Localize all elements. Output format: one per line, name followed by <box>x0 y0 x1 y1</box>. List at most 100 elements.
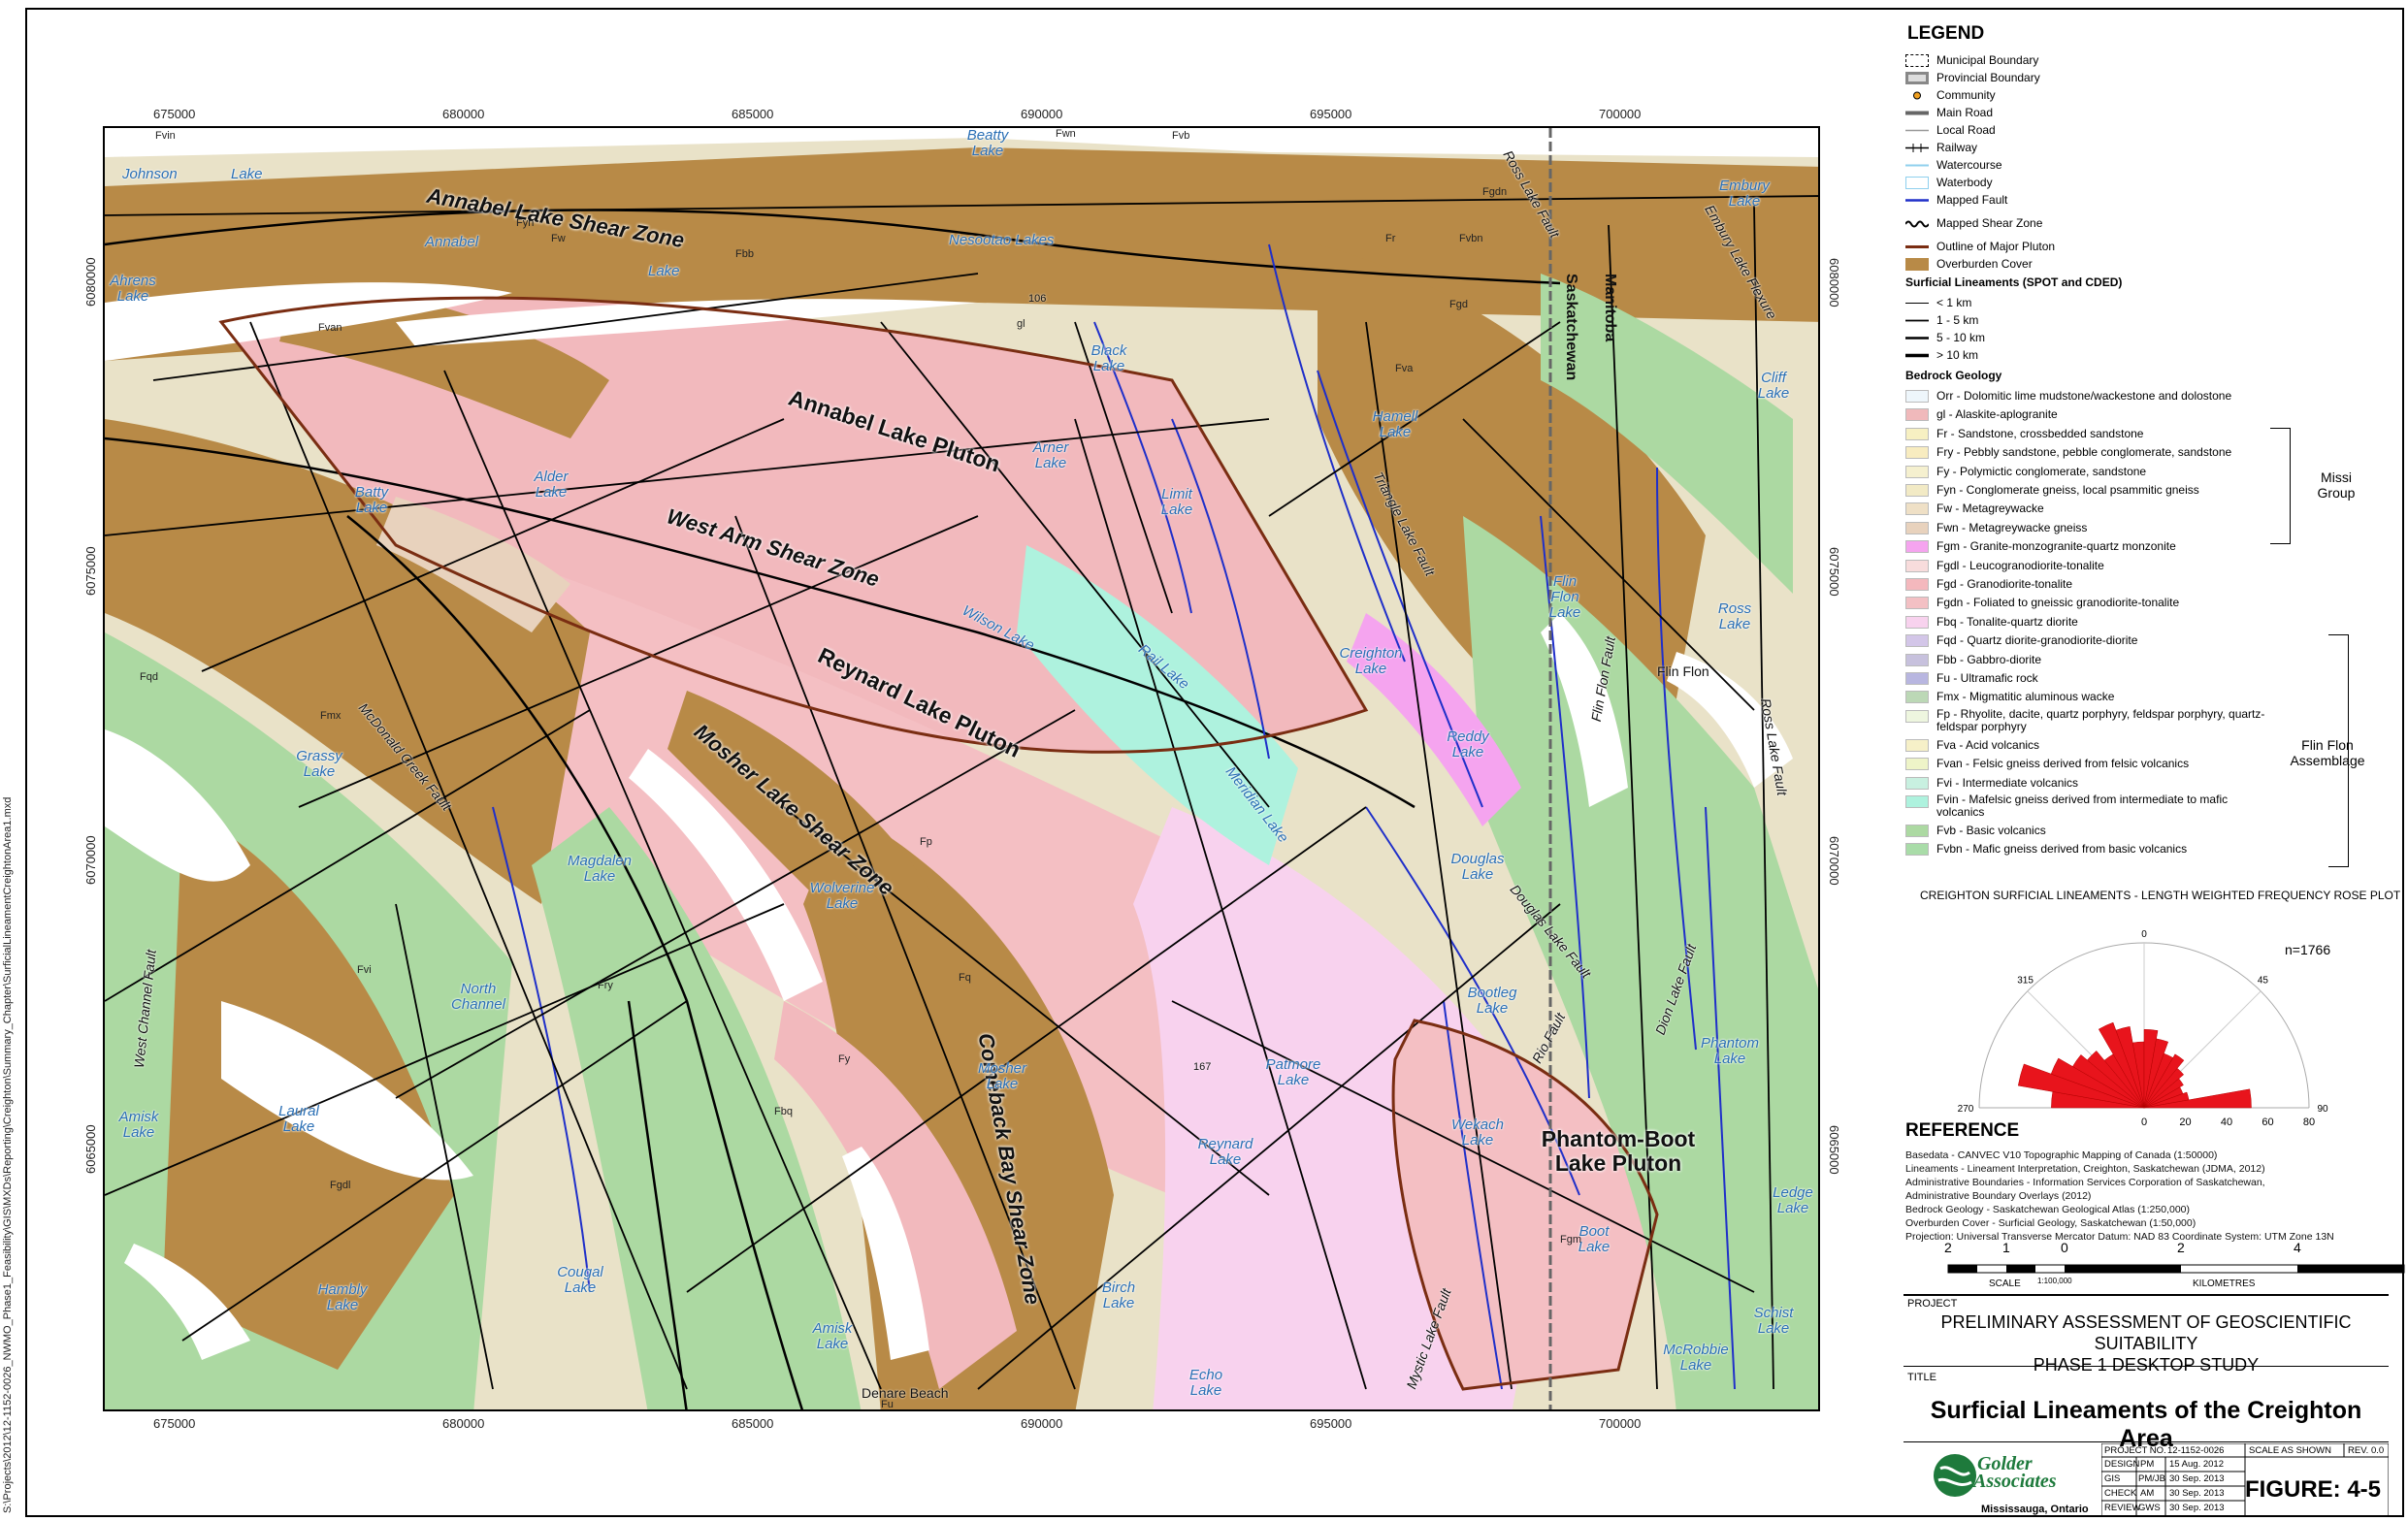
row-role: CHECK <box>2104 1488 2137 1499</box>
lake-label: Grassy Lake <box>296 748 342 780</box>
geo-code: Fvbn <box>1459 233 1483 244</box>
lineament-symbol <box>1905 297 1929 309</box>
bedrock-swatch <box>1905 776 1929 790</box>
geo-code: Fvan <box>318 322 342 334</box>
divider <box>1904 1441 2389 1442</box>
x-tick: 695000 <box>1310 107 1352 121</box>
row-date: 30 Sep. 2013 <box>2169 1503 2225 1513</box>
municipal-boundary-symbol <box>1905 54 1929 67</box>
y-tick: 6065000 <box>1827 1125 1841 1175</box>
y-tick: 6070000 <box>83 835 98 885</box>
map-title: Surficial Lineaments of the Creighton Ar… <box>1930 1397 2362 1452</box>
rose-radius-label: 40 <box>2221 1116 2232 1127</box>
table-grid <box>2101 1443 2389 1517</box>
geo-code: Fvb <box>1172 130 1190 142</box>
bedrock-swatch <box>1905 653 1929 666</box>
bedrock-swatch <box>1905 446 1929 460</box>
lake-label: Cliff Lake <box>1757 370 1790 402</box>
geo-code: Fmx <box>320 710 342 722</box>
lake-label: Nesootao Lakes <box>949 232 1055 248</box>
office-location: Mississauga, Ontario <box>1981 1504 2089 1515</box>
bedrock-swatch <box>1905 843 1929 857</box>
reference-line: Bedrock Geology - Saskatchewan Geologica… <box>1905 1204 2191 1215</box>
lake-label: Embury Lake <box>1719 178 1770 210</box>
bedrock-label: Fr - Sandstone, crossbedded sandstone <box>1936 426 2144 440</box>
x-tick: 690000 <box>1021 107 1063 121</box>
project-name: PRELIMINARY ASSESSMENT OF GEOSCIENTIFIC … <box>1904 1311 2389 1375</box>
reference-line: Administrative Boundary Overlays (2012) <box>1905 1190 2092 1202</box>
lake-label: Hambly Lake <box>317 1281 368 1313</box>
scale-as-shown: SCALE AS SHOWN <box>2249 1445 2331 1456</box>
lake-label: Echo Lake <box>1188 1367 1223 1399</box>
bedrock-label: Fvi - Intermediate volcanics <box>1936 775 2079 790</box>
lake-label: Reddy Lake <box>1447 728 1489 760</box>
bedrock-swatch <box>1905 615 1929 629</box>
bedrock-swatch <box>1905 709 1929 723</box>
lake-label: Annabel <box>425 234 479 250</box>
geo-code: gl <box>1017 318 1025 330</box>
rose-petal <box>2072 1054 2145 1109</box>
rose-angle-label: 0 <box>2141 929 2147 940</box>
scale-label: SCALE <box>1989 1278 2021 1289</box>
rose-radius-label: 0 <box>2141 1116 2147 1127</box>
bedrock-swatch <box>1905 634 1929 648</box>
local-road-symbol <box>1905 124 1929 137</box>
bedrock-swatch <box>1905 691 1929 704</box>
railway-symbol <box>1905 142 1929 154</box>
row-who: AM <box>2140 1488 2155 1499</box>
geo-code: Fgdl <box>330 1180 351 1191</box>
file-path-margin: S:\Projects\2012\12-1152-0026_NWMO_Phase… <box>2 708 19 1513</box>
x-tick: 675000 <box>153 107 196 121</box>
project-caption: PROJECT <box>1907 1298 1958 1310</box>
scale-units: KILOMETRES <box>2193 1278 2256 1289</box>
project-no-label: PROJECT NO. <box>2104 1445 2166 1456</box>
file-path-text: S:\Projects\2012\12-1152-0026_NWMO_Phase… <box>2 796 14 1513</box>
bedrock-swatch <box>1905 484 1929 497</box>
lake-label: Ahrens Lake <box>110 273 156 305</box>
x-tick: 695000 <box>1310 1416 1352 1431</box>
geology-map[interactable]: Annabel Lake Shear Zone West Arm Shear Z… <box>103 126 1820 1411</box>
pluton-outline-symbol <box>1905 241 1929 253</box>
bedrock-label: Fqd - Quartz diorite-granodiorite-diorit… <box>1936 633 2138 648</box>
bedrock-swatch <box>1905 825 1929 837</box>
bedrock-swatch <box>1905 597 1929 610</box>
geo-code: Fbq <box>774 1106 793 1117</box>
bedrock-label: Fgdn - Foliated to gneissic granodiorite… <box>1936 596 2180 610</box>
lake-label: Douglas Lake <box>1450 851 1505 883</box>
geo-code: Fbb <box>735 248 754 260</box>
legend: LEGEND Municipal Boundary Provincial Bou… <box>1902 23 2387 1110</box>
flinflon-bracket <box>2328 634 2349 867</box>
geo-code: Fgd <box>1449 299 1468 310</box>
geo-code: Fva <box>1395 363 1414 374</box>
title-block: PROJECT PRELIMINARY ASSESSMENT OF GEOSCI… <box>1904 1294 2389 1517</box>
row-date: 30 Sep. 2013 <box>2169 1473 2225 1484</box>
lake-label: Patmore Lake <box>1265 1056 1321 1088</box>
lake-label: North Channel <box>451 981 505 1013</box>
geo-code: Fr <box>1385 233 1396 244</box>
lake-label: Johnson <box>122 166 178 182</box>
x-tick: 690000 <box>1021 1416 1063 1431</box>
rose-petal <box>2017 1063 2145 1109</box>
bedrock-label: Fry - Pebbly sandstone, pebble conglomer… <box>1936 445 2232 460</box>
bedrock-label: Fvin - Mafelsic gneiss derived from inte… <box>1936 793 2229 819</box>
geo-code: Fgm <box>1560 1234 1581 1246</box>
bedrock-label: Fbb - Gabbro-diorite <box>1936 652 2042 666</box>
rose-petal <box>2143 1088 2252 1109</box>
bedrock-label: Orr - Dolomitic lime mudstone/wackestone… <box>1936 389 2232 403</box>
bedrock-heading: Bedrock Geology <box>1905 369 2002 382</box>
bedrock-label: Fgdl - Leucogranodiorite-tonalite <box>1936 558 2104 572</box>
lake-label: Amisk Lake <box>812 1320 853 1352</box>
scale-ratio: 1:100,000 <box>2037 1277 2072 1285</box>
overburden-swatch <box>1905 258 1929 271</box>
row-who: PM <box>2140 1459 2155 1470</box>
reference-line: Projection: Universal Transverse Mercato… <box>1905 1231 2334 1243</box>
scale-number: 0 <box>2061 1240 2068 1255</box>
surficial-lineaments <box>105 195 1818 1390</box>
bedrock-swatch <box>1905 578 1929 591</box>
bedrock-label: Fu - Ultramafic rock <box>1936 671 2038 685</box>
lake-label: Cougal Lake <box>557 1264 603 1296</box>
title-caption: TITLE <box>1907 1372 1936 1383</box>
main-road-symbol <box>1905 107 1929 119</box>
community-dot-icon <box>1905 89 1929 102</box>
lake-label: Lake <box>648 263 680 279</box>
